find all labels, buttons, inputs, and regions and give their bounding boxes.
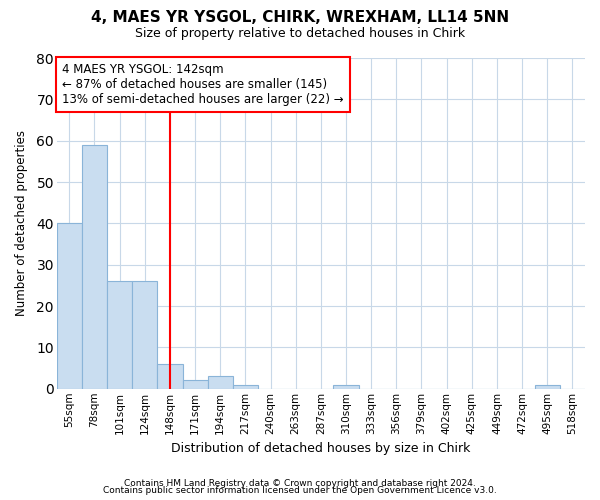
Bar: [334, 384, 359, 389]
Bar: [132, 282, 157, 389]
Bar: [182, 380, 208, 389]
Text: Size of property relative to detached houses in Chirk: Size of property relative to detached ho…: [135, 28, 465, 40]
Bar: [57, 224, 82, 389]
Bar: [233, 384, 258, 389]
Text: Contains public sector information licensed under the Open Government Licence v3: Contains public sector information licen…: [103, 486, 497, 495]
Text: Contains HM Land Registry data © Crown copyright and database right 2024.: Contains HM Land Registry data © Crown c…: [124, 478, 476, 488]
X-axis label: Distribution of detached houses by size in Chirk: Distribution of detached houses by size …: [171, 442, 470, 455]
Bar: [82, 145, 107, 389]
Text: 4 MAES YR YSGOL: 142sqm
← 87% of detached houses are smaller (145)
13% of semi-d: 4 MAES YR YSGOL: 142sqm ← 87% of detache…: [62, 63, 344, 106]
Y-axis label: Number of detached properties: Number of detached properties: [15, 130, 28, 316]
Bar: [535, 384, 560, 389]
Text: 4, MAES YR YSGOL, CHIRK, WREXHAM, LL14 5NN: 4, MAES YR YSGOL, CHIRK, WREXHAM, LL14 5…: [91, 10, 509, 25]
Bar: [157, 364, 182, 389]
Bar: [107, 282, 132, 389]
Bar: [208, 376, 233, 389]
